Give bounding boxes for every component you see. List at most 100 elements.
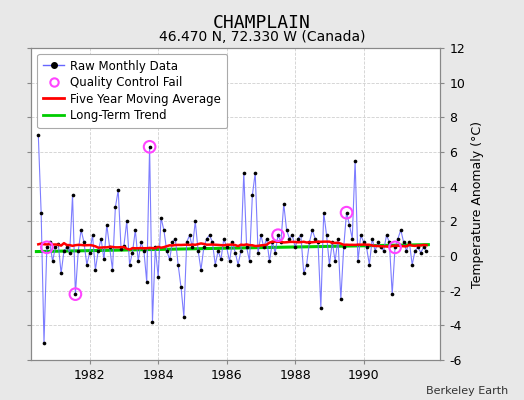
Point <box>417 249 425 256</box>
Point <box>288 232 297 238</box>
Point <box>354 258 362 264</box>
Point <box>259 244 268 250</box>
Point <box>123 218 131 224</box>
Point <box>274 232 282 238</box>
Point <box>265 258 274 264</box>
Point <box>119 242 128 249</box>
Point <box>125 262 134 268</box>
Point <box>245 258 254 264</box>
Point <box>71 291 80 297</box>
Point <box>162 248 171 254</box>
Point <box>408 262 417 268</box>
Legend: Raw Monthly Data, Quality Control Fail, Five Year Moving Average, Long-Term Tren: Raw Monthly Data, Quality Control Fail, … <box>37 54 227 128</box>
Point <box>391 244 399 250</box>
Point <box>254 249 262 256</box>
Point <box>214 248 222 254</box>
Point <box>291 244 299 250</box>
Point <box>377 244 385 250</box>
Point <box>388 291 396 297</box>
Point <box>234 262 242 268</box>
Point <box>148 319 157 325</box>
Point <box>83 262 91 268</box>
Point <box>308 227 316 233</box>
Point <box>277 239 285 245</box>
Point <box>77 227 85 233</box>
Point <box>231 249 239 256</box>
Point <box>419 244 428 250</box>
Point <box>374 239 382 245</box>
Point <box>300 270 308 276</box>
Point <box>40 340 48 346</box>
Point <box>208 239 216 245</box>
Point <box>385 239 394 245</box>
Point <box>302 262 311 268</box>
Point <box>200 244 208 250</box>
Point <box>334 236 342 242</box>
Point <box>94 248 102 254</box>
Point <box>225 258 234 264</box>
Point <box>405 239 413 245</box>
Point <box>174 262 182 268</box>
Point <box>137 239 145 245</box>
Point <box>402 248 411 254</box>
Point <box>294 236 302 242</box>
Point <box>217 256 225 263</box>
Point <box>157 215 165 221</box>
Point <box>128 249 137 256</box>
Point <box>140 248 148 254</box>
Point <box>271 249 279 256</box>
Point <box>89 232 97 238</box>
Point <box>243 244 251 250</box>
Point <box>322 232 331 238</box>
Point <box>257 232 265 238</box>
Point <box>80 239 88 245</box>
Point <box>51 244 60 250</box>
Point <box>239 170 248 176</box>
Point <box>357 232 365 238</box>
Point <box>263 236 271 242</box>
Point <box>68 192 77 198</box>
Point <box>57 270 66 276</box>
Point <box>228 239 236 245</box>
Point <box>63 244 71 250</box>
Point <box>185 232 194 238</box>
Point <box>46 239 54 245</box>
Point <box>359 239 368 245</box>
Point <box>331 258 340 264</box>
Point <box>397 227 405 233</box>
Text: Berkeley Earth: Berkeley Earth <box>426 386 508 396</box>
Point <box>42 244 51 250</box>
Point <box>351 158 359 164</box>
Point <box>114 187 123 193</box>
Point <box>328 239 336 245</box>
Point <box>422 248 431 254</box>
Point <box>91 267 100 273</box>
Point <box>345 222 354 228</box>
Point <box>314 239 322 245</box>
Point <box>311 236 319 242</box>
Point <box>37 210 46 216</box>
Point <box>205 232 214 238</box>
Point <box>211 262 220 268</box>
Point <box>100 256 108 263</box>
Point <box>194 248 202 254</box>
Point <box>54 241 62 247</box>
Point <box>348 236 356 242</box>
Point <box>391 244 399 250</box>
Point <box>340 244 348 250</box>
Point <box>134 258 143 264</box>
Point <box>154 274 162 280</box>
Point <box>320 210 328 216</box>
Point <box>280 201 288 207</box>
Point <box>188 244 196 250</box>
Point <box>168 239 177 245</box>
Point <box>362 244 370 250</box>
Point <box>282 227 291 233</box>
Point <box>143 279 151 285</box>
Point <box>108 267 117 273</box>
Point <box>131 227 139 233</box>
Point <box>42 244 51 250</box>
Point <box>371 248 379 254</box>
Point <box>379 248 388 254</box>
Point <box>336 296 345 302</box>
